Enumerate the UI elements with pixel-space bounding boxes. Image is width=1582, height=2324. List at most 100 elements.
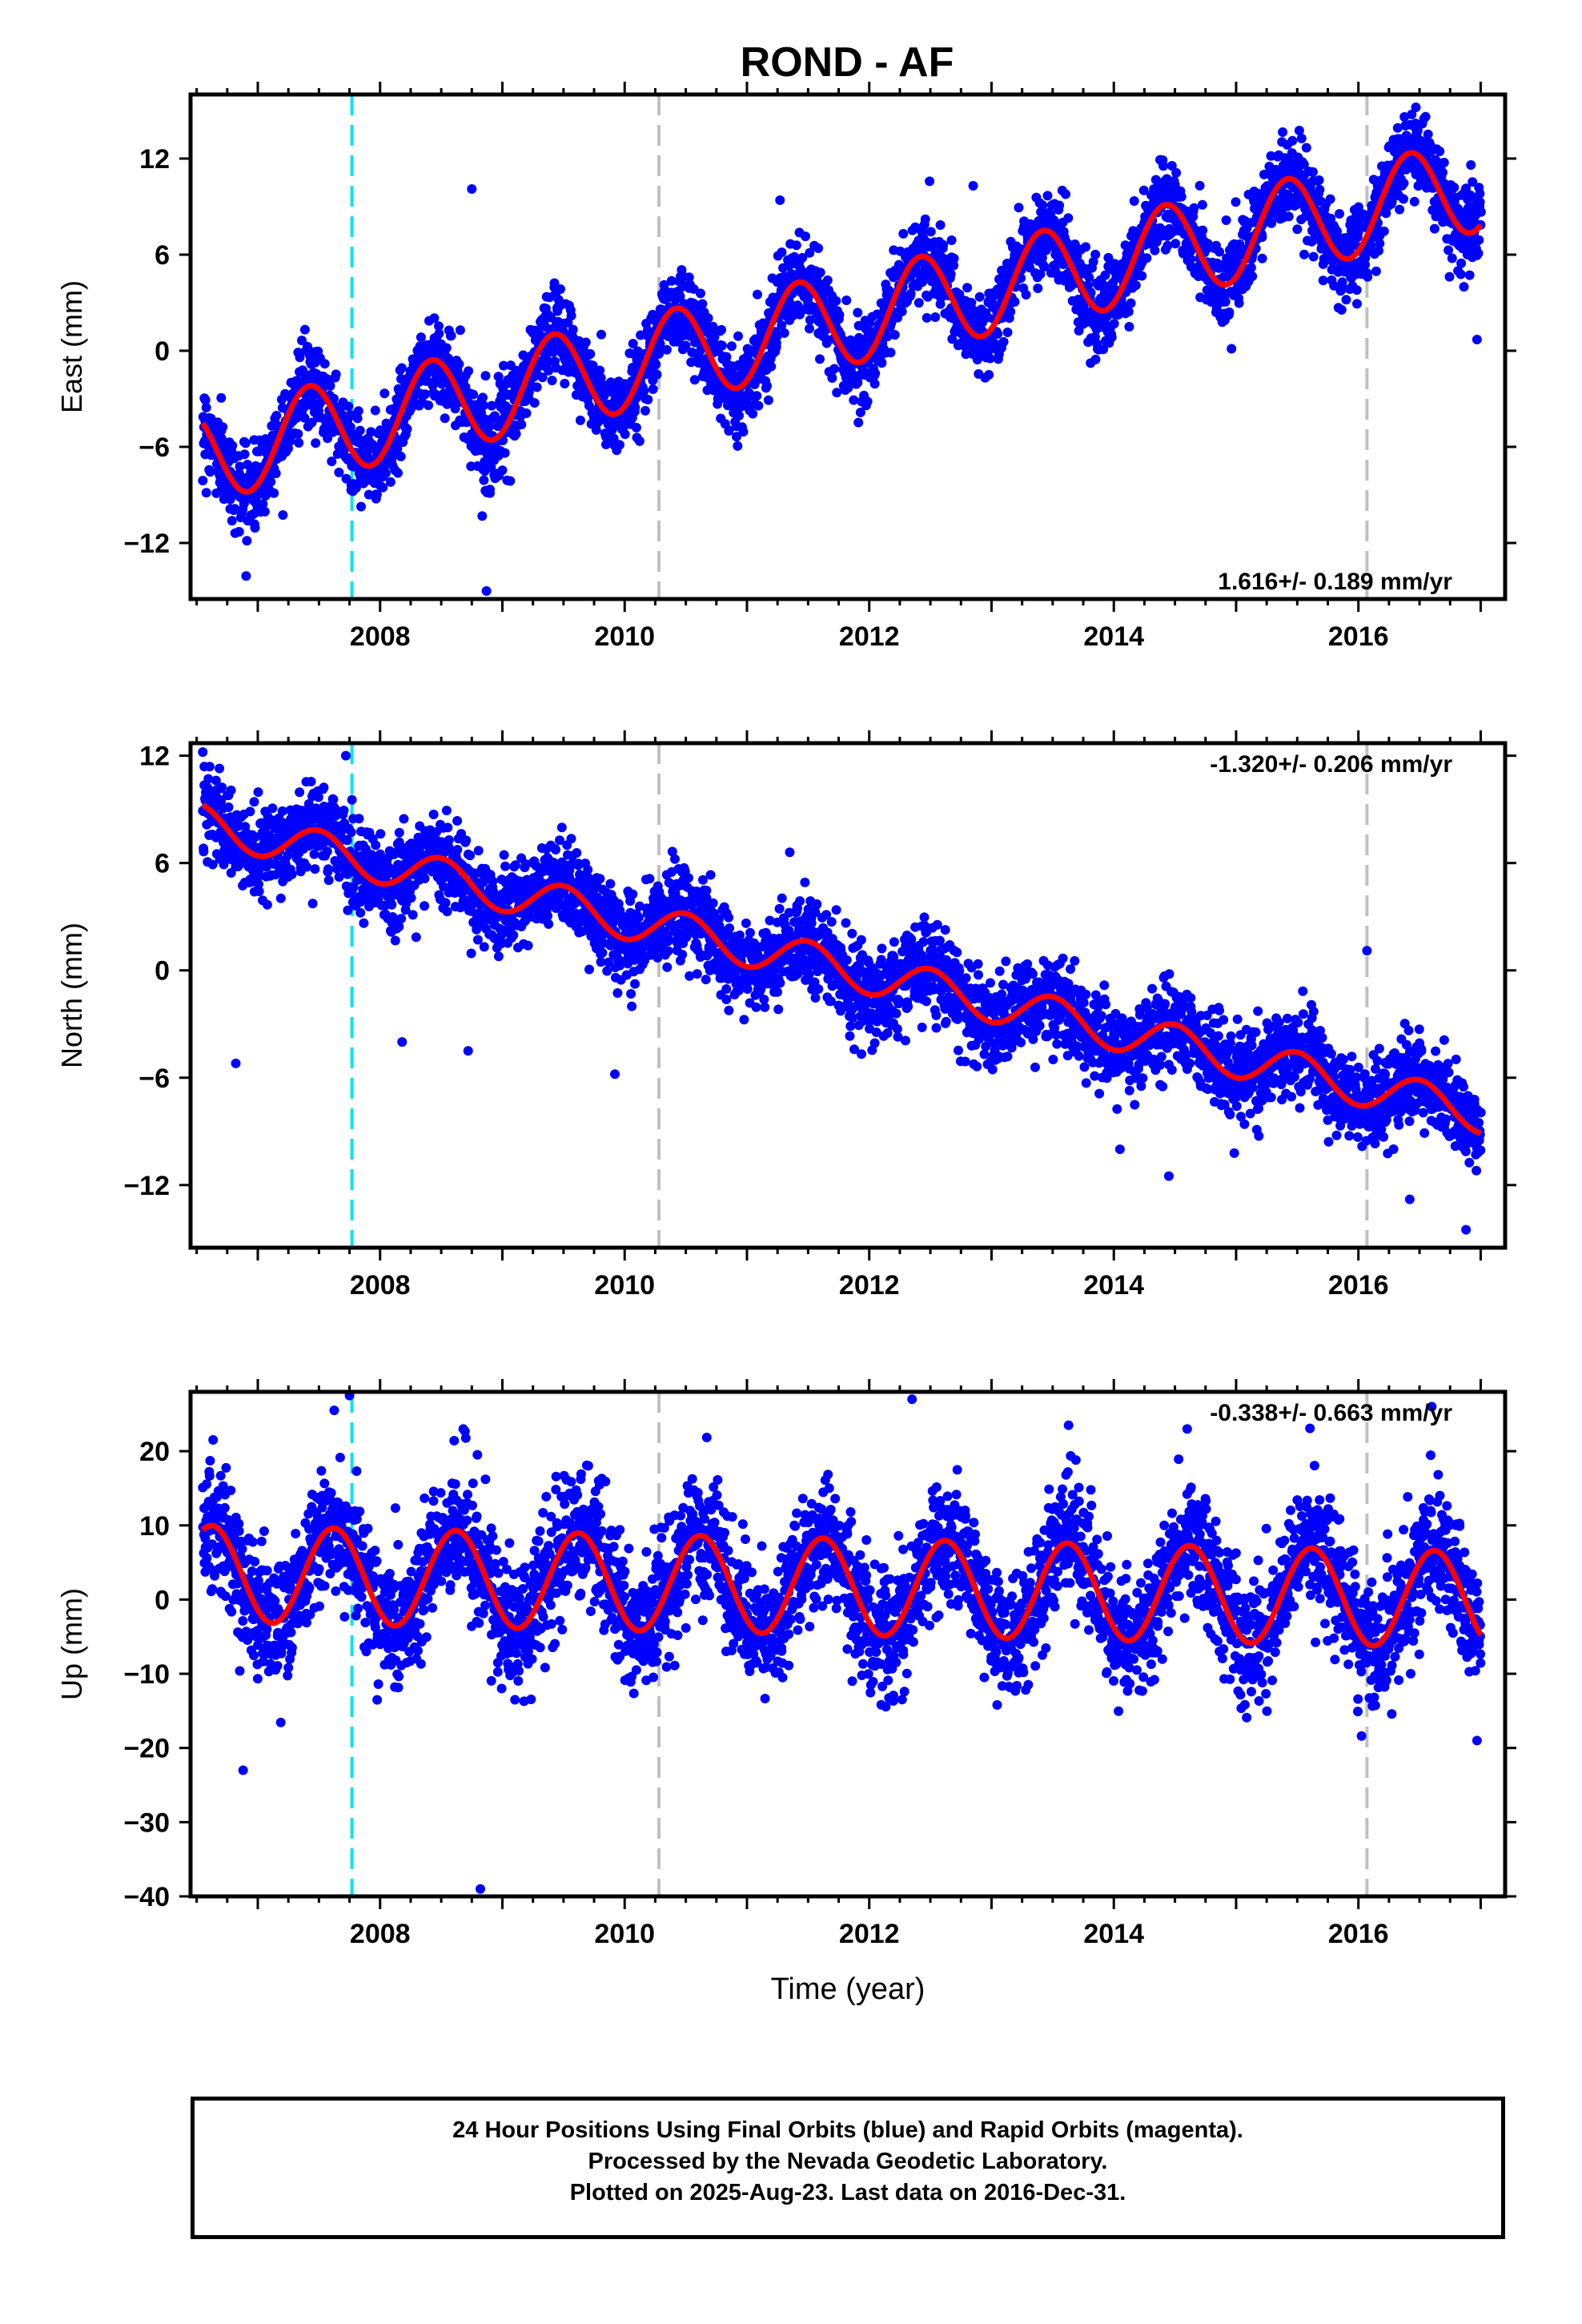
data-point bbox=[1100, 270, 1110, 280]
data-point bbox=[500, 861, 511, 871]
data-point bbox=[411, 932, 421, 943]
data-point bbox=[1035, 269, 1046, 279]
data-point bbox=[328, 393, 339, 404]
data-point bbox=[262, 899, 272, 910]
data-point bbox=[461, 835, 472, 846]
data-point bbox=[216, 392, 227, 403]
data-point bbox=[454, 359, 464, 369]
data-point bbox=[1318, 275, 1328, 286]
data-point bbox=[547, 376, 557, 386]
data-point bbox=[396, 452, 406, 461]
data-point bbox=[446, 331, 456, 341]
data-point bbox=[1234, 298, 1244, 308]
x-tick-label: 2010 bbox=[594, 621, 655, 652]
data-point bbox=[556, 284, 565, 294]
data-point bbox=[1447, 253, 1457, 263]
data-point bbox=[307, 899, 318, 909]
data-point bbox=[797, 252, 808, 263]
data-point bbox=[1278, 127, 1288, 137]
data-point bbox=[588, 360, 598, 371]
data-point bbox=[886, 318, 897, 328]
data-point bbox=[1189, 203, 1199, 213]
data-point bbox=[215, 763, 225, 774]
data-point bbox=[791, 240, 801, 251]
data-point bbox=[1283, 189, 1293, 199]
data-point bbox=[309, 849, 319, 859]
data-point bbox=[1084, 272, 1094, 283]
data-point bbox=[294, 438, 304, 448]
data-point bbox=[465, 850, 476, 861]
data-point bbox=[544, 365, 554, 376]
data-point bbox=[1215, 247, 1225, 257]
data-point bbox=[371, 840, 381, 850]
data-point bbox=[596, 372, 606, 383]
figure-title: ROND - AF bbox=[741, 39, 954, 86]
data-point bbox=[566, 311, 576, 321]
data-point bbox=[295, 352, 305, 363]
data-point bbox=[479, 475, 489, 485]
data-point bbox=[1220, 296, 1231, 307]
data-point bbox=[1042, 191, 1053, 201]
data-point bbox=[1292, 224, 1303, 235]
data-point bbox=[1420, 111, 1431, 122]
data-point bbox=[508, 930, 519, 940]
data-point bbox=[201, 403, 211, 412]
data-point bbox=[424, 400, 434, 411]
data-point bbox=[997, 265, 1007, 275]
data-point bbox=[634, 436, 644, 446]
data-point bbox=[1061, 189, 1070, 199]
data-point bbox=[275, 893, 286, 903]
data-point bbox=[938, 239, 949, 250]
data-point bbox=[1081, 242, 1091, 252]
data-point bbox=[726, 341, 737, 352]
data-point bbox=[703, 313, 713, 324]
data-point bbox=[1002, 328, 1013, 337]
data-point bbox=[636, 330, 646, 340]
data-point bbox=[1399, 194, 1408, 204]
data-point bbox=[1142, 253, 1152, 263]
data-point bbox=[466, 948, 476, 959]
data-point bbox=[479, 942, 489, 952]
data-point bbox=[339, 806, 349, 815]
data-point bbox=[293, 428, 303, 439]
data-point bbox=[752, 391, 762, 401]
y-axis-label: East (mm) bbox=[55, 280, 88, 413]
data-point bbox=[1299, 249, 1309, 259]
data-point bbox=[529, 398, 540, 408]
data-point bbox=[396, 363, 407, 373]
data-point bbox=[1308, 251, 1319, 262]
data-point bbox=[1438, 167, 1447, 178]
data-point bbox=[779, 328, 789, 338]
data-point bbox=[1464, 270, 1475, 280]
data-point bbox=[455, 325, 465, 336]
data-point bbox=[352, 413, 363, 424]
data-point bbox=[484, 421, 495, 432]
data-point bbox=[748, 408, 758, 419]
data-point bbox=[428, 810, 439, 819]
data-point bbox=[242, 536, 252, 546]
data-point bbox=[396, 914, 407, 924]
data-point bbox=[341, 473, 351, 484]
data-point bbox=[217, 782, 227, 793]
data-point bbox=[249, 797, 259, 807]
data-point bbox=[805, 315, 815, 325]
data-point bbox=[319, 782, 329, 793]
data-point bbox=[234, 527, 244, 537]
data-point bbox=[831, 296, 841, 306]
data-point bbox=[1221, 215, 1231, 225]
data-point bbox=[1459, 282, 1469, 292]
data-point bbox=[869, 379, 880, 389]
data-point bbox=[343, 905, 353, 915]
data-point bbox=[243, 460, 253, 470]
data-point bbox=[954, 289, 965, 300]
data-point bbox=[1296, 133, 1307, 143]
y-tick-label: −6 bbox=[139, 432, 170, 463]
data-point bbox=[920, 214, 930, 224]
data-point bbox=[523, 940, 533, 951]
y-tick-label: 0 bbox=[155, 336, 170, 367]
data-point bbox=[532, 382, 542, 392]
data-point bbox=[218, 422, 228, 432]
data-point bbox=[1379, 226, 1389, 236]
data-point bbox=[921, 312, 932, 323]
